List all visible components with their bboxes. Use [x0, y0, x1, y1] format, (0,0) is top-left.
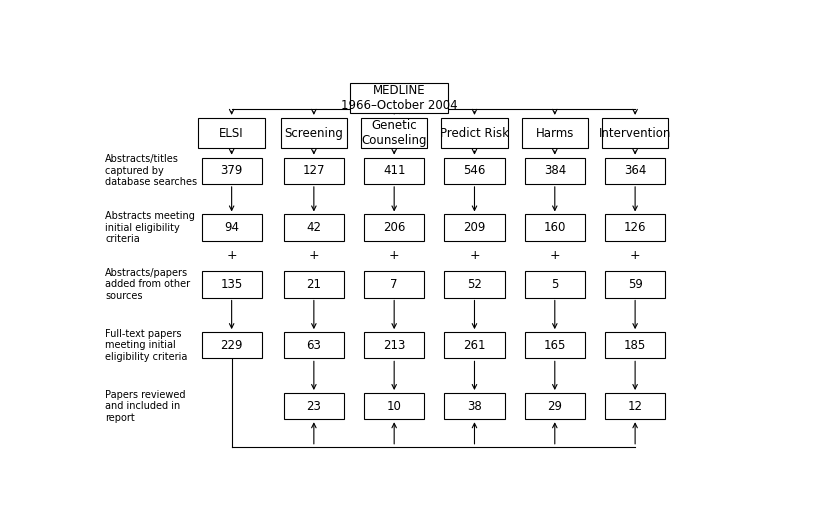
Bar	[445, 332, 504, 358]
Text: Harms: Harms	[535, 126, 574, 140]
Text: 185: 185	[624, 339, 646, 352]
Text: 63: 63	[307, 339, 322, 352]
Bar	[602, 118, 668, 148]
Bar	[605, 158, 665, 184]
Text: 229: 229	[220, 339, 243, 352]
Bar	[525, 271, 585, 298]
Text: 7: 7	[390, 278, 398, 291]
Text: 59: 59	[628, 278, 642, 291]
Text: 23: 23	[307, 399, 322, 413]
Bar	[605, 214, 665, 241]
Bar	[284, 393, 344, 419]
Bar	[525, 393, 585, 419]
Text: +: +	[308, 249, 319, 262]
Bar	[445, 158, 504, 184]
Text: 126: 126	[624, 221, 646, 234]
Text: Papers reviewed
and included in
report: Papers reviewed and included in report	[105, 389, 186, 423]
Text: 213: 213	[383, 339, 406, 352]
Text: +: +	[549, 249, 560, 262]
Text: Screening: Screening	[285, 126, 344, 140]
Bar	[605, 271, 665, 298]
Text: 384: 384	[543, 164, 566, 177]
Text: 10: 10	[387, 399, 401, 413]
Bar	[202, 158, 262, 184]
Bar	[361, 118, 428, 148]
Bar	[525, 332, 585, 358]
Bar	[202, 332, 262, 358]
Text: +: +	[226, 249, 237, 262]
Bar	[445, 393, 504, 419]
Text: 42: 42	[306, 221, 322, 234]
Text: Abstracts/titles
captured by
database searches: Abstracts/titles captured by database se…	[105, 154, 197, 188]
Bar	[350, 83, 448, 113]
Bar	[364, 158, 424, 184]
Text: ELSI: ELSI	[220, 126, 244, 140]
Bar	[284, 158, 344, 184]
Text: 261: 261	[463, 339, 486, 352]
Bar	[202, 271, 262, 298]
Bar	[364, 393, 424, 419]
Text: 546: 546	[463, 164, 486, 177]
Text: 38: 38	[467, 399, 482, 413]
Bar	[605, 332, 665, 358]
Text: Intervention: Intervention	[599, 126, 672, 140]
Text: Abstracts/papers
added from other
sources: Abstracts/papers added from other source…	[105, 268, 190, 301]
Text: Abstracts meeting
initial eligibility
criteria: Abstracts meeting initial eligibility cr…	[105, 211, 195, 244]
Bar	[281, 118, 347, 148]
Text: 12: 12	[628, 399, 643, 413]
Text: 127: 127	[303, 164, 325, 177]
Bar	[525, 214, 585, 241]
Text: 411: 411	[383, 164, 406, 177]
Text: Genetic
Counseling: Genetic Counseling	[361, 119, 427, 147]
Bar	[202, 214, 262, 241]
Text: 135: 135	[220, 278, 243, 291]
Bar	[364, 271, 424, 298]
Text: 379: 379	[220, 164, 243, 177]
Bar	[364, 332, 424, 358]
Bar	[525, 158, 585, 184]
Bar	[198, 118, 265, 148]
Text: 21: 21	[306, 278, 322, 291]
Text: Predict Risk: Predict Risk	[440, 126, 509, 140]
Text: 5: 5	[551, 278, 558, 291]
Bar	[441, 118, 508, 148]
Text: 94: 94	[224, 221, 239, 234]
Bar	[605, 393, 665, 419]
Text: +: +	[630, 249, 641, 262]
Bar	[284, 271, 344, 298]
Text: 165: 165	[543, 339, 566, 352]
Text: 364: 364	[624, 164, 646, 177]
Text: 206: 206	[383, 221, 406, 234]
Text: +: +	[469, 249, 480, 262]
Text: 209: 209	[463, 221, 486, 234]
Text: 29: 29	[548, 399, 562, 413]
Text: 52: 52	[467, 278, 482, 291]
Bar	[284, 332, 344, 358]
Text: +: +	[389, 249, 400, 262]
Text: MEDLINE
1966–October 2004: MEDLINE 1966–October 2004	[341, 84, 458, 112]
Bar	[445, 214, 504, 241]
Bar	[364, 214, 424, 241]
Text: 160: 160	[543, 221, 566, 234]
Text: Full-text papers
meeting initial
eligibility criteria: Full-text papers meeting initial eligibi…	[105, 329, 188, 362]
Bar	[521, 118, 588, 148]
Bar	[445, 271, 504, 298]
Bar	[284, 214, 344, 241]
